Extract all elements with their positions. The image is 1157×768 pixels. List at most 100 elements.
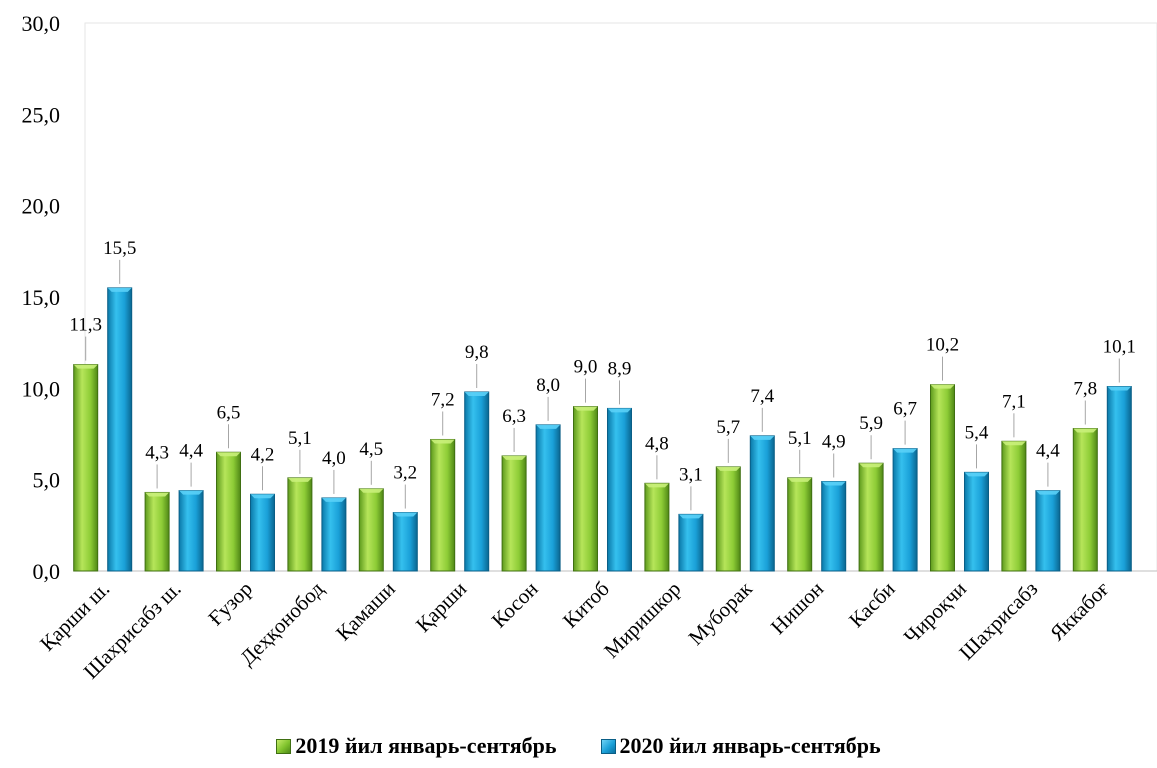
bar-2020	[1035, 490, 1061, 572]
bar-2019	[573, 406, 598, 572]
data-labels: 11,3 15,5 4,3 4,4 6,5 4,2 5,1 4,0 4,5 3,2 7,2 9,8 6,…	[69, 238, 1135, 486]
legend-swatch-2019	[276, 738, 292, 754]
data-label: 4,8	[645, 433, 669, 454]
bar-2019	[216, 451, 241, 572]
data-label: 9,0	[574, 357, 598, 378]
x-category-label: Нишон	[766, 577, 828, 639]
bar-top-bevel	[359, 488, 384, 493]
bar-top-bevel	[573, 406, 598, 411]
x-category-label: Миришкор	[599, 577, 685, 663]
legend: 2019 йил январь-сентябрь 2020 йил январь…	[0, 730, 1157, 762]
x-category-label: Қамаши	[331, 577, 400, 646]
x-category-label: Муборак	[684, 576, 758, 650]
y-tick-label: 0,0	[33, 559, 61, 584]
bar-2019	[1001, 440, 1027, 572]
bar-2020	[964, 471, 989, 572]
bar-top-bevel	[250, 494, 275, 499]
x-category-label: Шахрисабз	[954, 577, 1042, 665]
bar-2019	[1072, 428, 1098, 572]
bar-2019	[144, 491, 170, 572]
x-category-label: Китоб	[558, 577, 614, 633]
bar-top-bevel	[502, 455, 527, 460]
y-tick-label: 5,0	[33, 468, 61, 493]
bar-top-bevel	[644, 483, 669, 488]
bar-2020	[107, 287, 133, 572]
data-label: 4,0	[322, 448, 346, 469]
data-label: 6,7	[893, 399, 917, 420]
y-tick-label: 30,0	[22, 11, 61, 36]
data-label: 10,2	[926, 335, 959, 356]
bar-top-bevel	[464, 391, 489, 396]
bar-top-bevel	[930, 384, 955, 389]
bar-2020	[392, 512, 418, 572]
bar-top-bevel	[893, 448, 918, 453]
data-label: 10,1	[1103, 337, 1136, 358]
bar-2020	[678, 513, 704, 572]
bar-2019	[287, 477, 313, 572]
y-tick-label: 20,0	[22, 194, 61, 219]
data-label: 4,3	[145, 442, 169, 463]
y-tick-label: 25,0	[22, 102, 61, 127]
bar-2020	[250, 493, 275, 572]
bar-top-bevel	[1073, 428, 1098, 433]
data-label: 8,0	[536, 375, 560, 396]
bar-top-bevel	[716, 466, 741, 471]
data-label: 4,2	[251, 444, 275, 465]
data-label: 7,1	[1002, 391, 1026, 412]
bar-2020	[749, 435, 775, 572]
data-label: 4,9	[822, 431, 846, 452]
data-label: 15,5	[103, 238, 136, 259]
legend-label-2019: 2019 йил январь-сентябрь	[295, 733, 557, 758]
y-tick-label: 15,0	[22, 285, 61, 310]
bar-top-bevel	[821, 481, 846, 486]
data-label: 5,1	[788, 428, 812, 449]
bar-top-bevel	[964, 472, 989, 477]
bar-top-bevel	[73, 364, 98, 369]
bar-2019	[73, 364, 99, 572]
data-label: 3,2	[393, 463, 417, 484]
x-category-label: Қарши	[411, 577, 471, 637]
bar-top-bevel	[750, 435, 775, 440]
bar-top-bevel	[678, 514, 703, 519]
bar-2020	[321, 497, 347, 572]
bar-top-bevel	[107, 287, 132, 292]
data-label: 5,1	[288, 428, 312, 449]
bar-2019	[644, 482, 670, 572]
legend-swatch-2020	[600, 738, 616, 754]
bar-2019	[358, 488, 384, 572]
data-label: 7,2	[431, 389, 455, 410]
y-axis: 0,0 5,0 10,0 15,0 20,0 25,0 30,0	[22, 11, 61, 584]
data-label: 5,9	[859, 413, 883, 434]
data-label: 4,4	[1036, 441, 1060, 462]
bar-top-bevel	[859, 463, 884, 468]
legend-label-2020: 2020 йил январь-сентябрь	[619, 733, 881, 758]
bar-2020	[892, 448, 918, 572]
legend-item-2020: 2020 йил январь-сентябрь	[600, 733, 881, 759]
data-label: 6,3	[502, 406, 526, 427]
x-category-label: Яккабоғ	[1045, 576, 1114, 645]
data-label: 4,5	[359, 439, 383, 460]
bar-top-bevel	[607, 408, 632, 413]
bar-2019	[930, 384, 955, 572]
data-label: 9,8	[465, 342, 489, 363]
bar-2019	[787, 477, 813, 572]
data-label: 7,8	[1073, 379, 1097, 400]
bar-top-bevel	[179, 490, 204, 495]
bars	[73, 287, 1132, 572]
x-category-label: Косон	[487, 577, 543, 633]
y-tick-label: 10,0	[22, 376, 61, 401]
bar-top-bevel	[1107, 386, 1132, 391]
x-category-label: Ғузор	[203, 577, 257, 631]
bar-2019	[858, 462, 884, 572]
bar-top-bevel	[287, 477, 312, 482]
bar-2020	[178, 490, 204, 572]
bar-2019	[501, 455, 527, 572]
data-label: 11,3	[69, 315, 102, 336]
data-label: 7,4	[750, 386, 774, 407]
bar-top-bevel	[430, 439, 455, 444]
bar-top-bevel	[393, 512, 418, 517]
x-category-label: Чироқчи	[899, 577, 971, 649]
data-label: 6,5	[217, 402, 241, 423]
data-label: 8,9	[608, 358, 632, 379]
